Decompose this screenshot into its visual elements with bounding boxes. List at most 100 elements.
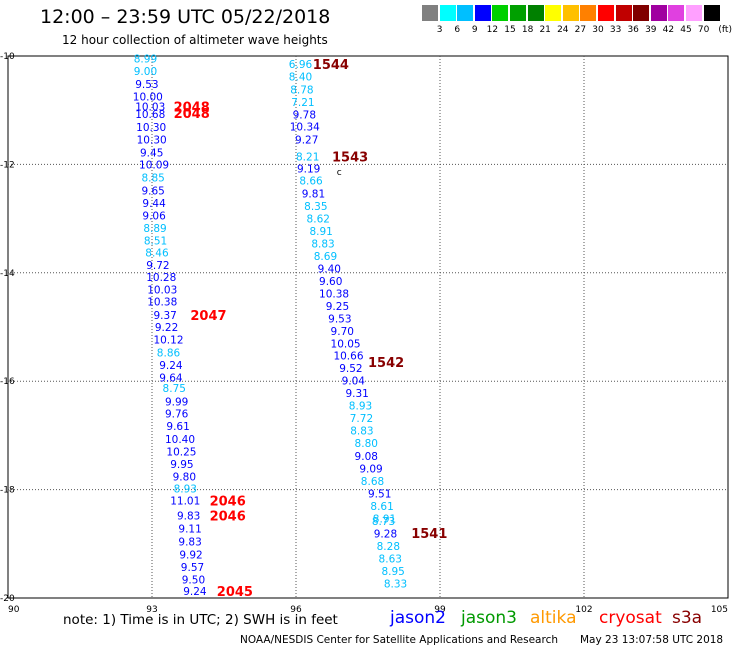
- wave-height-value: 9.50: [182, 575, 205, 587]
- wave-height-value: 9.65: [141, 185, 164, 197]
- wave-height-value: 8.51: [144, 235, 167, 247]
- page-subtitle: 12 hour collection of altimeter wave hei…: [62, 33, 328, 47]
- lat-tick-label: -14: [0, 269, 15, 279]
- track-number-label: 1543: [332, 150, 368, 165]
- scale-swatch: [439, 5, 456, 21]
- lon-tick-label: 102: [575, 605, 592, 615]
- scale-label: 24: [557, 25, 569, 35]
- wave-height-value: 8.91: [373, 513, 396, 525]
- wave-height-value: 8.78: [290, 85, 313, 97]
- scale-label: 36: [627, 25, 639, 35]
- wave-height-value: 10.05: [331, 338, 361, 350]
- wave-height-value: 10.38: [147, 297, 177, 309]
- scale-swatch: [527, 5, 544, 21]
- credit-line: NOAA/NESDIS Center for Satellite Applica…: [240, 634, 558, 646]
- wave-height-value: 8.73: [372, 516, 395, 528]
- wave-height-value: 10.30: [137, 134, 167, 146]
- lat-tick-label: -12: [0, 160, 15, 170]
- wave-height-value: 8.99: [134, 54, 157, 66]
- wave-height-value: 10.68: [135, 109, 165, 121]
- track-number-label: 2046: [210, 494, 246, 509]
- wave-height-value: 9.51: [368, 488, 391, 500]
- scale-swatch: [668, 5, 685, 21]
- wave-height-value: 9.70: [331, 326, 354, 338]
- wave-height-value: 8.91: [309, 226, 332, 238]
- wave-height-value: 8.66: [299, 176, 323, 188]
- wave-height-value: 9.08: [355, 451, 378, 463]
- scale-label: 9: [471, 25, 478, 35]
- wave-height-value: 9.61: [166, 421, 189, 433]
- track-number-label: 2048: [174, 100, 210, 115]
- scale-label: 70: [697, 25, 710, 35]
- scale-swatch: [615, 5, 632, 21]
- wave-height-value: 8.68: [361, 476, 384, 488]
- scale-swatch: [457, 5, 474, 21]
- wave-height-value: 9.80: [173, 472, 196, 484]
- scale-swatch: [562, 5, 579, 21]
- lat-tick-label: -16: [0, 377, 15, 387]
- wave-height-value: 10.09: [139, 159, 169, 171]
- wave-height-value: 10.00: [133, 92, 163, 104]
- satellite-legend-cryosat: cryosat: [599, 608, 662, 628]
- wave-height-value: 9.95: [170, 459, 193, 471]
- scale-label: 45: [680, 25, 692, 35]
- wave-height-value: 9.31: [345, 388, 368, 400]
- satellite-legend-s3a: s3a: [672, 608, 703, 628]
- scale-swatch: [686, 5, 702, 21]
- page-title: 12:00 – 23:59 UTC 05/22/2018: [40, 6, 331, 28]
- satellite-legend-jason3: jason3: [461, 608, 517, 628]
- wave-height-value: 9.53: [135, 79, 158, 91]
- satellite-legend-altika: altika: [530, 608, 577, 628]
- lon-tick-label: 96: [290, 605, 302, 615]
- wave-height-value: 9.24: [183, 586, 207, 598]
- track-number-label: 1541: [411, 527, 447, 542]
- wave-height-value: 8.83: [350, 426, 373, 438]
- scale-swatch: [492, 5, 509, 21]
- wave-height-value: 9.78: [293, 110, 316, 122]
- scale-swatch: [422, 5, 438, 21]
- wave-height-value: 9.76: [165, 409, 189, 421]
- wave-height-value: 9.22: [155, 322, 178, 334]
- wave-height-value: 10.28: [146, 272, 176, 284]
- wave-height-value: 9.24: [159, 360, 183, 372]
- wave-height-value: 9.09: [359, 463, 382, 475]
- wave-height-value: 6.96: [289, 59, 313, 71]
- wave-height-value: 9.99: [165, 396, 188, 408]
- wave-height-value: 8.40: [289, 72, 312, 84]
- scale-label: 12: [486, 25, 499, 35]
- map-frame: [7, 55, 729, 599]
- wave-height-value: 8.21: [296, 151, 319, 163]
- wave-height-value: 8.69: [314, 251, 337, 263]
- wave-height-value: 9.40: [318, 263, 341, 275]
- track-number-label: 1542: [368, 356, 404, 371]
- wave-height-value: 9.19: [297, 164, 320, 176]
- scale-label: 33: [609, 25, 622, 35]
- lon-tick-label: 99: [434, 605, 446, 615]
- scale-swatch: [545, 5, 562, 21]
- wave-height-value: 9.45: [140, 147, 163, 159]
- wave-height-value: 8.86: [157, 347, 181, 359]
- wave-height-value: 9.52: [339, 363, 362, 375]
- wave-height-value: 10.34: [290, 121, 320, 133]
- wave-height-value: 8.80: [355, 438, 378, 450]
- wave-height-value: 8.63: [379, 553, 402, 565]
- track-number-label: 1544: [313, 58, 349, 73]
- lat-tick-label: -18: [0, 486, 15, 496]
- wave-height-value: 8.33: [384, 578, 407, 590]
- wave-height-value: 9.92: [179, 550, 202, 562]
- scale-label: (ft): [718, 25, 732, 35]
- lon-tick-label: 93: [146, 605, 157, 615]
- lat-tick-label: -10: [0, 52, 15, 62]
- wave-height-value: 8.28: [377, 541, 400, 553]
- wave-height-value: 9.57: [181, 562, 204, 574]
- wave-height-value: 10.03: [147, 285, 177, 297]
- wave-height-value: 11.01: [170, 495, 200, 507]
- wave-height-value: 10.30: [136, 122, 166, 134]
- scale-label: 3: [436, 25, 443, 35]
- scale-swatch: [580, 5, 597, 21]
- scale-swatch: [633, 5, 650, 21]
- wave-height-value: 8.62: [307, 214, 330, 226]
- wave-height-value: 9.72: [146, 260, 169, 272]
- wave-height-value: 8.85: [141, 172, 164, 184]
